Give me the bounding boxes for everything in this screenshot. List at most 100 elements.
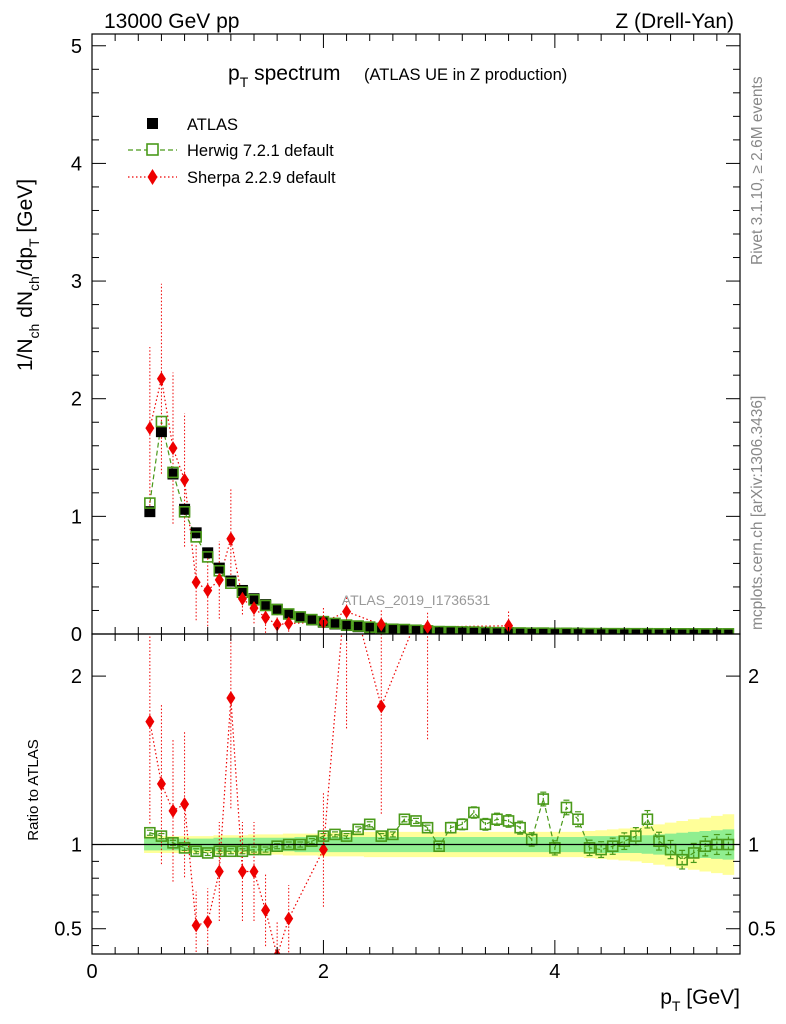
herwig-point: [456, 626, 469, 634]
herwig-ratio-point: [560, 801, 573, 814]
atlas-point: [537, 627, 549, 634]
atlas-point: [260, 599, 272, 611]
herwig-point: [444, 625, 457, 634]
atlas-point: [699, 628, 711, 634]
ratio-tick-label-right: 2: [748, 666, 759, 688]
rivet-label: Rivet 3.1.10, ≥ 2.6M events: [749, 76, 766, 265]
ratio-frame: [91, 633, 741, 955]
ratio-y-axis-label: Ratio to ATLAS: [25, 739, 42, 840]
herwig-point: [294, 611, 307, 623]
herwig-ratio-point: [398, 813, 411, 826]
sherpa-point: [168, 441, 178, 456]
ratio-tick-label-left: 0.5: [54, 919, 82, 941]
herwig-point: [178, 505, 191, 518]
atlas-point: [144, 506, 156, 518]
atlas-point: [248, 593, 260, 605]
title-note: (ATLAS UE in Z production): [364, 66, 567, 84]
y-tick-label: 5: [71, 36, 82, 58]
legend-atlas-marker: [147, 118, 158, 129]
sherpa-ratio-point: [237, 864, 247, 879]
herwig-ratio-point: [201, 847, 214, 859]
herwig-point: [433, 625, 445, 634]
title-main: p: [228, 62, 240, 85]
herwig-point: [306, 613, 318, 626]
atlas-point: [398, 624, 410, 634]
sherpa-point: [261, 610, 271, 625]
herwig-ratio-point: [271, 840, 283, 853]
sherpa-point: [423, 619, 433, 634]
herwig-ratio-point: [190, 845, 202, 858]
herwig-ratio-point: [699, 840, 712, 853]
sherpa-ratio-point: [342, 568, 351, 582]
sherpa-ratio-point: [226, 691, 236, 705]
legend: ATLAS Herwig 7.2.1 default Sherpa 2.2.9 …: [128, 116, 336, 187]
x-axis-label: pT [GeV]: [660, 986, 740, 1014]
herwig-ratio-point: [606, 840, 619, 853]
atlas-point: [722, 628, 734, 634]
main-series: [144, 283, 735, 634]
herwig-point: [410, 624, 422, 634]
herwig-ratio-point: [225, 845, 237, 858]
atlas-point: [155, 426, 167, 438]
sherpa-ratio-point: [145, 714, 155, 729]
atlas-point: [202, 547, 214, 559]
herwig-point: [155, 415, 168, 428]
herwig-ratio-point: [468, 806, 480, 819]
herwig-ratio-point: [306, 835, 318, 847]
sherpa-ratio-point: [376, 699, 386, 714]
herwig-ratio-point: [491, 813, 503, 826]
y-axis-label: 1/Nch dNch/dpT [GeV]: [14, 179, 42, 371]
atlas-point: [584, 628, 596, 634]
herwig-ratio-point: [363, 818, 376, 831]
header-left: 13000 GeV pp: [104, 10, 239, 33]
herwig-ratio-point: [514, 821, 526, 834]
herwig-ratio-point: [213, 845, 226, 858]
x-tick-label: 4: [549, 961, 560, 983]
atlas-point: [283, 608, 295, 620]
sherpa-line: [149, 378, 509, 628]
herwig-ratio-point: [433, 840, 445, 853]
herwig-ratio-point: [630, 830, 642, 842]
herwig-ratio-point: [653, 835, 665, 847]
herwig-point: [514, 627, 526, 634]
sherpa-ratio-point: [261, 903, 271, 918]
herwig-ratio-point: [178, 842, 191, 854]
sherpa-point: [249, 601, 259, 616]
atlas-point: [190, 527, 202, 539]
herwig-point: [225, 577, 237, 589]
atlas-point: [294, 611, 306, 623]
atlas-point: [630, 628, 642, 634]
legend-herwig-marker: [146, 143, 159, 156]
sherpa-point: [376, 617, 386, 632]
atlas-point: [179, 503, 191, 515]
herwig-point: [491, 626, 503, 634]
herwig-point: [560, 627, 573, 634]
atlas-point: [468, 626, 480, 634]
sherpa-ratio-point: [191, 918, 201, 933]
header-right: Z (Drell-Yan): [615, 10, 734, 33]
legend-herwig-label: Herwig 7.2.1 default: [187, 142, 334, 160]
herwig-ratio-point: [502, 815, 515, 827]
title-rest: spectrum: [248, 62, 340, 85]
herwig-point: [167, 466, 179, 479]
atlas-point: [676, 628, 688, 634]
herwig-ratio-point: [549, 842, 561, 854]
herwig-ratio-point: [236, 845, 249, 858]
sherpa-point: [504, 618, 514, 633]
herwig-point: [201, 551, 214, 563]
atlas-point: [329, 618, 341, 630]
sherpa-ratio-point: [318, 842, 328, 857]
y-tick-label: 3: [71, 271, 82, 293]
herwig-ratio-point: [456, 818, 469, 831]
herwig-point: [537, 627, 550, 634]
x-tick-label: 0: [86, 961, 97, 983]
analysis-label: ATLAS_2019_I1736531: [342, 592, 491, 608]
ratio-tick-label-left: 1: [71, 835, 82, 857]
herwig-ratio-point: [687, 847, 700, 859]
herwig-point: [352, 620, 364, 632]
herwig-ratio-point: [329, 828, 341, 841]
herwig-ratio-point: [340, 830, 353, 842]
y-tick-label: 0: [71, 624, 82, 646]
atlas-point: [560, 627, 572, 634]
atlas-point: [306, 614, 318, 626]
